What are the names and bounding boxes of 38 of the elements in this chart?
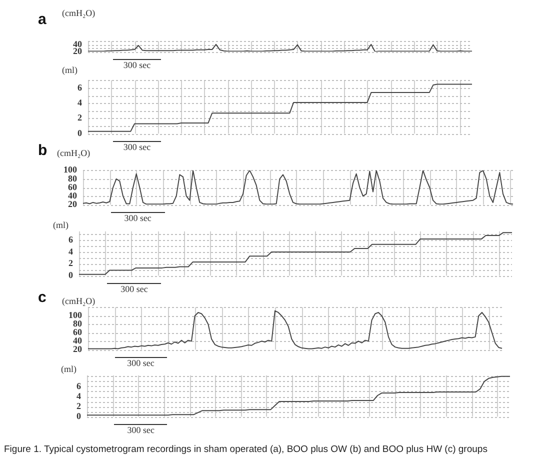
chart-title: b (38, 142, 48, 159)
y-tick-label: 60 (73, 327, 82, 338)
y-tick-label: 6 (78, 82, 82, 92)
text: 300 sec (114, 424, 168, 435)
y-tick-label: 100 (64, 164, 78, 175)
y-tick-label: 20 (68, 198, 78, 209)
y-axis-title: (ml) (53, 220, 68, 230)
text: 300 sec (112, 141, 161, 152)
chart-title: a (38, 11, 46, 28)
y-tick-label: 0 (78, 128, 82, 138)
text: 300 sec (112, 59, 161, 70)
y-axis-title: (ml) (62, 65, 78, 75)
y-axis-title: (ml) (61, 364, 76, 374)
y-tick-label: 60 (68, 182, 78, 192)
y-tick-label: 0 (68, 270, 74, 280)
y-tick-label: 40 (73, 335, 82, 346)
text: 300 sec (110, 212, 165, 223)
chart-title: c (38, 289, 46, 306)
text: 300 sec (114, 357, 167, 368)
y-tick-label: 4 (68, 246, 74, 256)
y-tick-label: 80 (73, 318, 82, 329)
y-tick-label: 2 (78, 112, 82, 123)
y-tick-label: 100 (68, 310, 82, 320)
y-tick-label: 4 (76, 390, 82, 401)
y-tick-label: 0 (76, 410, 82, 421)
y-tick-label: 4 (78, 98, 82, 108)
y-tick-label: 2 (76, 400, 82, 411)
y-tick-label: 6 (76, 380, 82, 391)
y-axis-title: (cmH₂O) (62, 296, 96, 306)
y-tick-label: 40 (68, 190, 78, 200)
y-axis-title: (cmH₂O) (57, 148, 90, 158)
caption: Figure 1. Typical cystometrogram recordings in sham operated (a), BOO plus OW (b) and BOO plus HW (c) groups (4, 444, 488, 456)
y-tick-label: 2 (68, 258, 74, 268)
text: 300 sec (107, 283, 162, 294)
y-tick-label: 6 (68, 234, 74, 245)
y-tick-label: 20 (73, 344, 82, 354)
y-tick-label: 80 (68, 173, 78, 184)
y-axis-title: (cmH₂O) (62, 8, 96, 18)
